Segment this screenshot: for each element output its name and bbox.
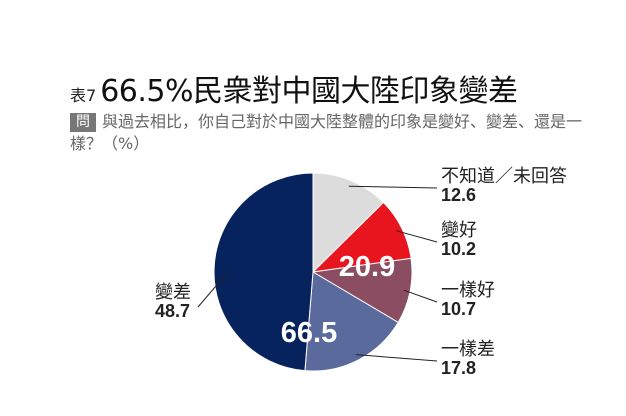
question-text-block: 問與過去相比，你自己對於中國大陸整體的印象是變好、變差、還是一樣？（%） — [70, 111, 610, 155]
leader-line-better — [396, 230, 438, 243]
slice-label-better: 變好 — [441, 220, 477, 241]
slice-label-same-bad: 一樣差 — [441, 339, 495, 360]
pie-slice-worse — [213, 172, 314, 372]
question-text: 與過去相比，你自己對於中國大陸整體的印象是變好、變差、還是一樣？（%） — [70, 112, 583, 153]
slice-value-worse: 48.7 — [155, 301, 190, 321]
slice-label-worse: 變差 — [155, 282, 191, 303]
group-total-better-total: 20.9 — [339, 251, 395, 283]
slice-value-unknown: 12.6 — [441, 185, 476, 205]
leader-line-unknown — [348, 185, 438, 189]
group-total-worse-total: 66.5 — [281, 317, 337, 349]
slice-label-unknown: 不知道／未回答 — [441, 166, 567, 187]
table-number: 表7 — [70, 86, 97, 105]
leader-line-worse — [197, 273, 227, 308]
slice-value-better: 10.2 — [441, 239, 476, 259]
title-row: 表7 66.5%民衆對中國大陸印象變差 — [70, 66, 518, 109]
slice-value-same-bad: 17.8 — [441, 358, 476, 378]
slice-value-same-good: 10.7 — [441, 299, 476, 319]
question-badge: 問 — [70, 113, 96, 132]
pie-slice-same-bad — [304, 271, 399, 372]
leader-line-same-bad — [355, 354, 438, 362]
slice-label-same-good: 一樣好 — [441, 280, 495, 301]
pie-slice-same-good — [311, 257, 413, 324]
chart-title: 66.5%民衆對中國大陸印象變差 — [100, 74, 518, 109]
leader-line-same-good — [404, 289, 438, 303]
pie-slice-unknown — [312, 172, 385, 274]
